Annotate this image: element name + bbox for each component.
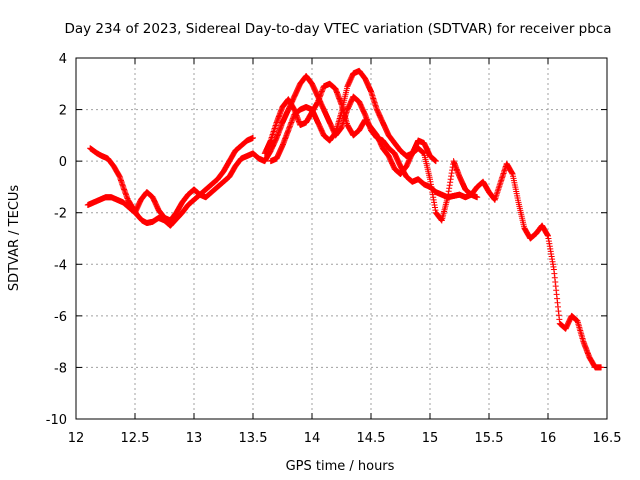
y-tick-label: -8 [54, 361, 67, 376]
y-tick-label: -4 [54, 258, 67, 273]
y-tick-label: 0 [59, 155, 67, 170]
series-pass-4 [261, 80, 439, 178]
y-tick-label: -6 [54, 310, 67, 325]
chart-title: Day 234 of 2023, Sidereal Day-to-day VTE… [64, 21, 611, 37]
x-tick-label: 14.5 [357, 431, 386, 446]
y-axis-tick-labels: 4 2 0 -2 -4 -6 -8 -10 [46, 52, 67, 428]
data-point [598, 364, 605, 371]
x-tick-label: 12 [68, 431, 85, 446]
x-axis-label: GPS time / hours [286, 459, 395, 474]
series-pass-2 [84, 73, 605, 371]
x-tick-label: 14 [304, 431, 321, 446]
y-tick-label: 4 [59, 52, 67, 67]
x-tick-label: 16.5 [593, 431, 622, 446]
x-tick-label: 15 [422, 431, 439, 446]
data-point [432, 158, 439, 165]
y-axis-label: SDTVAR / TECUs [7, 185, 22, 292]
y-tick-label: -10 [46, 413, 67, 428]
x-tick-label: 12.5 [121, 431, 150, 446]
series-pass-1 [87, 134, 256, 229]
data-points [84, 67, 605, 371]
x-tick-label: 16 [540, 431, 557, 446]
y-tick-label: 2 [59, 104, 67, 119]
plot-frame [75, 57, 608, 420]
x-tick-label: 13.5 [239, 431, 268, 446]
data-point [474, 194, 481, 201]
data-point [250, 134, 256, 141]
x-axis-tick-labels: 12 12.5 13 13.5 14 14.5 15 15.5 16 16.5 [68, 431, 622, 446]
x-tick-label: 13 [186, 431, 203, 446]
x-tick-label: 15.5 [475, 431, 504, 446]
grid-lines [76, 58, 607, 419]
y-tick-label: -2 [54, 207, 67, 222]
